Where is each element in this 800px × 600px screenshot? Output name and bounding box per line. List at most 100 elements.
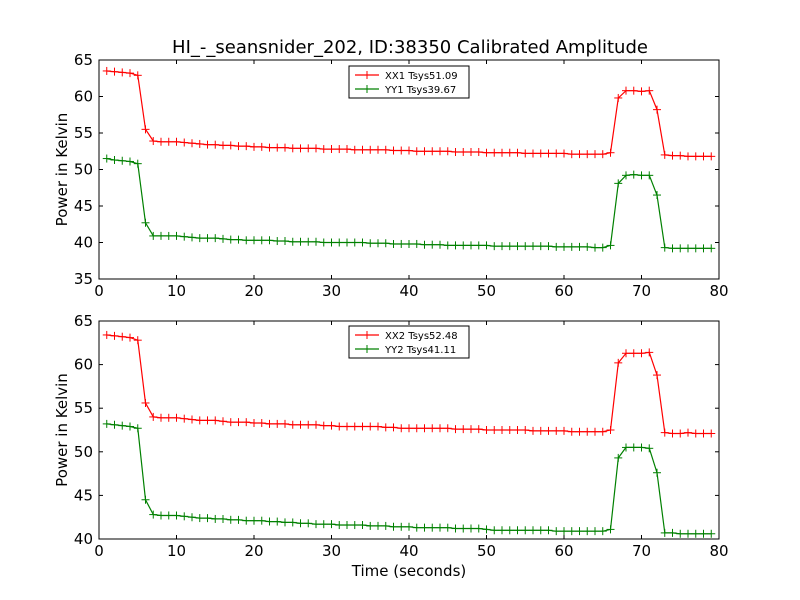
data-point-marker xyxy=(366,521,375,530)
legend-box xyxy=(348,65,470,99)
data-point-marker xyxy=(397,424,406,433)
data-point-marker xyxy=(335,521,344,530)
data-point-marker xyxy=(653,191,661,200)
data-point-marker xyxy=(529,242,537,251)
legend: XX2 Tsys52.48 YY2 Tsys41.11 xyxy=(348,325,470,359)
data-point-marker xyxy=(459,524,468,533)
data-point-marker xyxy=(180,512,189,521)
data-point-marker xyxy=(257,236,266,245)
data-point-marker xyxy=(591,527,599,536)
data-point-marker xyxy=(637,349,646,358)
data-point-marker xyxy=(536,242,545,251)
data-point-marker xyxy=(560,149,568,158)
data-point-marker xyxy=(498,148,506,157)
data-point-marker xyxy=(474,147,483,156)
data-point-marker xyxy=(242,142,251,151)
data-point-marker xyxy=(645,86,654,95)
data-point-marker xyxy=(312,520,320,529)
data-point-marker xyxy=(141,495,150,504)
data-point-marker xyxy=(428,523,437,532)
data-point-marker xyxy=(327,238,336,247)
data-point-marker xyxy=(405,239,413,248)
data-point-marker xyxy=(389,239,398,248)
series-2 xyxy=(102,419,716,538)
data-point-marker xyxy=(319,238,328,247)
data-point-marker xyxy=(420,424,429,433)
data-point-marker xyxy=(118,421,127,430)
data-point-marker xyxy=(203,234,212,243)
data-point-marker xyxy=(699,244,708,253)
legend-entry: XX1 Tsys51.09 xyxy=(355,71,458,82)
data-point-marker xyxy=(637,443,646,452)
data-point-marker xyxy=(312,237,320,246)
data-point-marker xyxy=(567,427,576,436)
data-point-marker xyxy=(157,231,165,240)
y-tick-label: 40 xyxy=(74,234,93,252)
data-point-marker xyxy=(691,529,700,538)
data-point-marker xyxy=(645,444,654,453)
data-point-marker xyxy=(389,423,398,432)
data-point-marker xyxy=(327,145,336,154)
data-point-marker xyxy=(513,526,522,535)
data-point-marker xyxy=(358,422,367,431)
data-point-marker xyxy=(381,521,390,530)
data-point-marker xyxy=(164,231,173,240)
data-point-marker xyxy=(211,140,220,149)
x-tick-label: 20 xyxy=(244,542,263,560)
data-point-marker xyxy=(443,241,452,250)
data-point-marker xyxy=(164,137,173,146)
data-point-marker xyxy=(257,516,266,525)
data-point-marker xyxy=(598,427,607,436)
data-point-marker xyxy=(544,242,553,251)
data-point-marker xyxy=(691,244,700,253)
x-tick-label: 40 xyxy=(399,282,418,300)
data-point-marker xyxy=(660,150,669,159)
data-point-marker xyxy=(381,145,390,154)
data-point-marker xyxy=(149,510,158,519)
x-tick-label: 20 xyxy=(244,282,263,300)
data-point-marker xyxy=(443,523,452,532)
data-point-marker xyxy=(513,426,522,434)
data-point-marker xyxy=(552,149,561,158)
data-point-marker xyxy=(474,425,483,434)
y-tick-label: 45 xyxy=(74,197,93,215)
x-tick-label: 50 xyxy=(477,282,496,300)
data-point-marker xyxy=(436,147,444,156)
data-point-marker xyxy=(203,514,212,523)
data-point-marker xyxy=(451,524,460,533)
data-point-marker xyxy=(234,235,243,244)
x-tick-label: 30 xyxy=(322,542,341,560)
data-point-marker xyxy=(684,529,692,538)
data-point-marker xyxy=(288,518,297,527)
legend-box xyxy=(348,325,470,359)
data-point-marker xyxy=(265,419,274,428)
data-point-marker xyxy=(296,144,305,153)
data-point-marker xyxy=(583,242,592,251)
y-tick-label: 35 xyxy=(74,270,93,288)
data-point-marker xyxy=(629,86,638,95)
data-point-marker xyxy=(335,238,344,247)
y-tick-label: 55 xyxy=(74,399,93,417)
data-point-marker xyxy=(242,516,251,525)
data-point-marker xyxy=(157,137,165,146)
data-point-marker xyxy=(660,528,669,537)
data-point-marker xyxy=(660,428,669,437)
data-point-marker xyxy=(521,526,530,535)
legend-entry: YY1 Tsys39.67 xyxy=(355,85,456,96)
data-point-marker xyxy=(374,145,382,154)
data-point-marker xyxy=(273,143,282,152)
y-tick-label: 40 xyxy=(74,530,93,548)
data-point-marker xyxy=(102,419,111,428)
data-point-marker xyxy=(366,239,375,248)
data-point-marker xyxy=(172,511,181,520)
data-point-marker xyxy=(335,422,344,431)
data-point-marker xyxy=(405,146,413,155)
data-point-marker xyxy=(242,236,251,245)
data-point-marker xyxy=(443,147,452,156)
data-point-marker xyxy=(676,244,685,253)
y-tick-label: 50 xyxy=(74,161,93,179)
data-point-marker xyxy=(265,517,274,526)
data-point-marker xyxy=(281,143,289,152)
data-point-marker xyxy=(467,524,475,533)
data-point-marker xyxy=(428,424,437,433)
